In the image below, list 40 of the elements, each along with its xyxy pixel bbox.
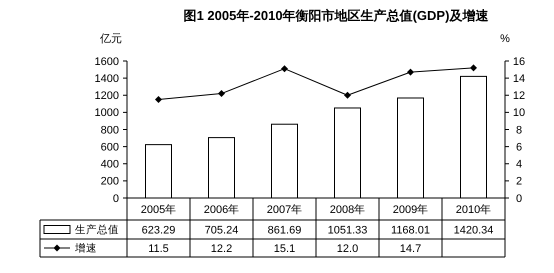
data-label: 12.2 xyxy=(210,242,232,255)
y2-tick-label: 2 xyxy=(516,176,522,188)
y2-axis-title: % xyxy=(500,33,510,45)
x-tick-label: 2010年 xyxy=(456,204,492,216)
y-tick-label: 800 xyxy=(100,124,119,136)
legend-label: 增速 xyxy=(74,242,97,255)
y2-tick-label: 6 xyxy=(516,141,522,154)
legend-label: 生产总值 xyxy=(75,223,119,236)
y-tick-label: 600 xyxy=(100,141,119,154)
y2-tick-label: 10 xyxy=(512,107,526,120)
x-tick-label: 2008年 xyxy=(330,204,366,216)
data-label: 705.24 xyxy=(204,224,238,236)
y-tick-label: 1400 xyxy=(94,72,119,85)
data-label: 623.29 xyxy=(142,224,176,236)
data-label: 861.69 xyxy=(268,224,302,236)
chart-title: 图1 2005年-2010年衡阳市地区生产总值(GDP)及增速 xyxy=(184,8,490,23)
data-label: 1420.34 xyxy=(454,224,494,236)
data-label: 11.5 xyxy=(148,242,169,255)
y-tick-label: 0 xyxy=(112,192,119,205)
y-axis-title: 亿元 xyxy=(99,33,122,45)
data-label: 14.7 xyxy=(400,242,422,255)
data-label: 12.0 xyxy=(336,242,358,255)
data-label: 15.1 xyxy=(274,242,296,255)
x-tick-label: 2005年 xyxy=(140,204,176,216)
y-tick-label: 200 xyxy=(100,176,119,188)
data-label: 1051.33 xyxy=(328,224,368,236)
y-tick-label: 1200 xyxy=(94,90,119,102)
y2-tick-label: 16 xyxy=(512,56,526,68)
x-tick-label: 2007年 xyxy=(266,204,302,216)
y2-tick-label: 14 xyxy=(512,72,526,85)
x-tick-label: 2009年 xyxy=(392,204,428,216)
y-tick-label: 1600 xyxy=(94,56,119,68)
y-tick-label: 400 xyxy=(100,158,119,171)
y-tick-label: 1000 xyxy=(94,107,119,120)
y2-tick-label: 12 xyxy=(512,90,526,102)
data-label: 1168.01 xyxy=(391,224,430,236)
x-tick-label: 2006年 xyxy=(204,204,240,216)
y2-tick-label: 4 xyxy=(516,158,522,171)
y2-tick-label: 0 xyxy=(516,192,522,205)
y2-tick-label: 8 xyxy=(516,124,522,136)
